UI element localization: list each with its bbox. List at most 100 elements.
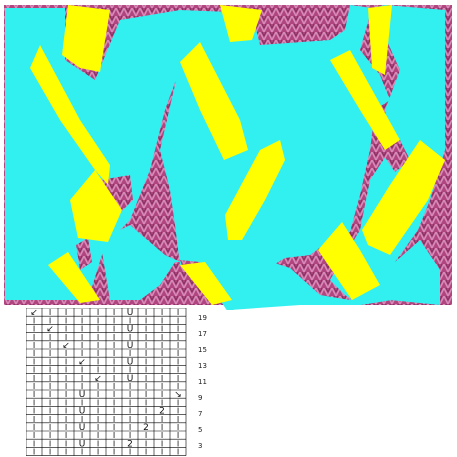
stitch-symbol: I (129, 349, 131, 358)
stitch-symbol: I (113, 316, 115, 325)
stitch-symbol: I (97, 366, 99, 375)
stitch-symbol: I (49, 382, 51, 391)
stitch-symbol: I (161, 341, 163, 350)
stitch-symbol: I (33, 357, 35, 366)
cyan-block-bottom (100, 225, 440, 310)
yellow-stroke (180, 262, 232, 305)
yellow-strokes (30, 5, 445, 305)
stitch-symbol: U (79, 423, 86, 433)
stitch-symbol: I (97, 325, 99, 334)
stitch-symbol: I (113, 390, 115, 399)
stitch-symbol: I (81, 325, 83, 334)
stitch-symbol: I (161, 415, 163, 424)
stitch-symbol: I (97, 382, 99, 391)
stitch-symbol: I (129, 382, 131, 391)
chart-grid-lines (26, 308, 187, 456)
stitch-symbol: 2 (143, 423, 149, 433)
stitch-symbol: I (49, 439, 51, 448)
stitch-symbol: I (81, 431, 83, 440)
stitch-symbol: I (113, 382, 115, 391)
fabric-gap (76, 238, 92, 270)
stitch-symbol: I (97, 341, 99, 350)
stitch-symbol: I (33, 415, 35, 424)
stitch-symbol: I (33, 431, 35, 440)
stitch-symbol: I (97, 439, 99, 448)
stitch-symbol: U (79, 407, 86, 417)
stitch-symbol: I (97, 308, 99, 317)
stitch-symbol: I (161, 439, 163, 448)
stitch-symbol: I (145, 439, 147, 448)
stitch-symbol: I (113, 448, 115, 457)
stitch-symbol: I (65, 308, 67, 317)
stitch-symbol: U (79, 390, 86, 400)
stitch-symbol: I (161, 390, 163, 399)
stitch-symbol: I (81, 398, 83, 407)
stitch-symbol: I (33, 349, 35, 358)
stitch-symbol: I (177, 357, 179, 366)
knitting-artwork (0, 0, 457, 310)
row-number: 7 (198, 410, 203, 418)
stitch-symbol: I (33, 366, 35, 375)
stitch-symbol: I (97, 431, 99, 440)
stitch-symbol: ↙ (78, 357, 86, 367)
stitch-symbol: I (145, 357, 147, 366)
stitch-symbol: I (177, 439, 179, 448)
stitch-symbol: I (177, 341, 179, 350)
row-number: 13 (198, 362, 207, 370)
stitch-symbol: I (129, 431, 131, 440)
stitch-symbol: I (177, 448, 179, 457)
stitch-symbol: I (81, 349, 83, 358)
stitch-symbol: ↙ (46, 325, 54, 335)
stitch-symbol: I (97, 357, 99, 366)
stitch-symbol: I (145, 374, 147, 383)
stitch-symbol: U (127, 308, 134, 318)
stitch-symbol: I (145, 341, 147, 350)
stitch-symbol: I (97, 390, 99, 399)
stitch-symbol: I (145, 333, 147, 342)
stitch-symbol: 2 (127, 439, 133, 449)
yellow-stroke (368, 5, 392, 75)
yellow-stroke (180, 42, 248, 160)
stitch-symbol: I (65, 423, 67, 432)
stitch-symbol: ↙ (94, 374, 102, 384)
stitch-symbol: I (65, 333, 67, 342)
stitch-symbol: I (49, 308, 51, 317)
stitch-symbol: I (161, 308, 163, 317)
stitch-symbol: I (161, 398, 163, 407)
stitch-symbol: I (177, 423, 179, 432)
stitch-symbol: I (161, 374, 163, 383)
stitch-symbol: I (49, 366, 51, 375)
stitch-symbol: I (113, 374, 115, 383)
stitch-symbol: I (113, 439, 115, 448)
fabric-top-margin (0, 0, 457, 5)
stitch-symbol: I (113, 415, 115, 424)
stitch-symbol: I (129, 407, 131, 416)
stitch-symbol: I (65, 366, 67, 375)
stitch-symbol: U (127, 341, 134, 351)
yellow-stroke (62, 5, 110, 72)
yellow-stroke (30, 45, 110, 185)
stitch-symbol: I (177, 382, 179, 391)
stitch-symbol: I (33, 407, 35, 416)
row-number: 11 (198, 378, 207, 386)
stitch-symbol: I (177, 407, 179, 416)
stitch-symbol: I (145, 431, 147, 440)
yellow-stroke (70, 170, 122, 242)
stitch-symbol: I (49, 374, 51, 383)
row-number: 17 (198, 330, 207, 338)
stitch-symbol: I (33, 325, 35, 334)
stitch-symbol: I (49, 415, 51, 424)
stitch-symbol: I (145, 407, 147, 416)
stitch-symbol: I (49, 341, 51, 350)
stitch-symbol: I (113, 398, 115, 407)
stitch-symbol: I (177, 325, 179, 334)
stitch-symbol: I (113, 423, 115, 432)
stitch-symbol: I (81, 382, 83, 391)
stitch-symbol: I (161, 423, 163, 432)
stitch-symbol: I (161, 431, 163, 440)
stitch-symbol: I (113, 407, 115, 416)
stitch-symbol: I (113, 357, 115, 366)
row-number: 9 (198, 394, 203, 402)
stitch-symbol: I (49, 431, 51, 440)
stitch-symbol: I (65, 390, 67, 399)
